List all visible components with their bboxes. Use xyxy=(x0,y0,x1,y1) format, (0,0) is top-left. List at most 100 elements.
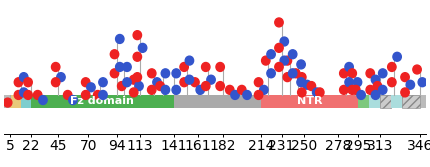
Circle shape xyxy=(313,88,321,97)
Circle shape xyxy=(340,85,348,94)
Circle shape xyxy=(387,78,396,87)
Circle shape xyxy=(303,80,311,89)
Circle shape xyxy=(133,52,141,61)
Circle shape xyxy=(87,83,95,92)
Bar xyxy=(31,95,174,108)
Circle shape xyxy=(147,85,156,94)
Circle shape xyxy=(99,91,107,99)
Bar xyxy=(402,95,420,108)
Circle shape xyxy=(24,91,32,99)
Circle shape xyxy=(366,85,375,94)
Circle shape xyxy=(64,91,72,99)
Circle shape xyxy=(243,91,251,99)
Circle shape xyxy=(372,91,380,99)
Circle shape xyxy=(401,88,409,97)
Circle shape xyxy=(275,43,283,52)
Circle shape xyxy=(123,62,131,71)
Circle shape xyxy=(172,85,181,94)
Bar xyxy=(380,95,391,108)
Circle shape xyxy=(348,69,356,78)
Text: NTR: NTR xyxy=(297,96,322,106)
Circle shape xyxy=(357,91,366,99)
Circle shape xyxy=(237,85,246,94)
Circle shape xyxy=(406,80,415,89)
Circle shape xyxy=(99,78,107,87)
Circle shape xyxy=(82,91,90,99)
Circle shape xyxy=(14,78,23,87)
Circle shape xyxy=(161,85,169,94)
Bar xyxy=(261,95,359,108)
Circle shape xyxy=(316,88,324,97)
Circle shape xyxy=(345,62,353,71)
Bar xyxy=(21,95,31,108)
Circle shape xyxy=(393,52,401,61)
Circle shape xyxy=(289,50,297,59)
Circle shape xyxy=(260,85,268,94)
Text: Fz domain: Fz domain xyxy=(70,96,134,106)
Circle shape xyxy=(413,65,421,74)
Circle shape xyxy=(52,78,60,87)
Circle shape xyxy=(261,56,270,65)
Circle shape xyxy=(373,82,382,91)
Circle shape xyxy=(207,75,215,84)
Circle shape xyxy=(289,69,297,78)
Circle shape xyxy=(138,43,147,52)
Circle shape xyxy=(283,56,292,65)
Circle shape xyxy=(298,88,306,97)
Circle shape xyxy=(129,75,138,84)
Bar xyxy=(369,95,380,108)
Circle shape xyxy=(387,62,396,71)
Circle shape xyxy=(180,78,188,87)
Circle shape xyxy=(82,78,90,87)
Circle shape xyxy=(24,78,32,87)
Circle shape xyxy=(19,73,28,82)
Circle shape xyxy=(57,73,65,82)
Circle shape xyxy=(298,73,306,82)
Circle shape xyxy=(34,91,42,99)
Circle shape xyxy=(216,82,224,91)
Circle shape xyxy=(123,78,131,87)
Circle shape xyxy=(231,91,239,99)
Circle shape xyxy=(14,91,23,99)
Circle shape xyxy=(191,78,199,87)
Circle shape xyxy=(418,78,427,87)
Circle shape xyxy=(196,85,204,94)
Circle shape xyxy=(133,31,141,40)
Circle shape xyxy=(348,85,356,94)
Circle shape xyxy=(116,62,124,71)
Circle shape xyxy=(185,75,194,84)
Circle shape xyxy=(401,73,409,82)
Circle shape xyxy=(135,82,143,91)
Circle shape xyxy=(267,50,275,59)
Circle shape xyxy=(3,98,12,107)
Circle shape xyxy=(185,56,194,65)
Bar xyxy=(391,95,402,108)
Circle shape xyxy=(52,62,60,71)
Circle shape xyxy=(255,91,263,99)
Circle shape xyxy=(156,82,164,91)
Circle shape xyxy=(202,62,210,71)
Circle shape xyxy=(202,82,210,91)
Circle shape xyxy=(345,78,353,87)
Circle shape xyxy=(372,75,380,84)
Circle shape xyxy=(275,62,283,71)
Bar xyxy=(4,95,426,108)
Circle shape xyxy=(297,78,305,87)
Bar xyxy=(174,95,261,108)
Circle shape xyxy=(275,18,283,27)
Circle shape xyxy=(280,56,289,65)
Bar xyxy=(10,95,21,108)
Circle shape xyxy=(111,69,119,78)
Circle shape xyxy=(161,69,169,78)
Circle shape xyxy=(129,88,138,97)
Circle shape xyxy=(133,73,141,82)
Circle shape xyxy=(378,69,387,78)
Circle shape xyxy=(292,69,300,78)
Circle shape xyxy=(147,69,156,78)
Circle shape xyxy=(267,69,275,78)
Circle shape xyxy=(297,60,305,69)
Circle shape xyxy=(307,82,316,91)
Circle shape xyxy=(378,85,387,94)
Circle shape xyxy=(280,37,289,46)
Circle shape xyxy=(39,96,47,105)
